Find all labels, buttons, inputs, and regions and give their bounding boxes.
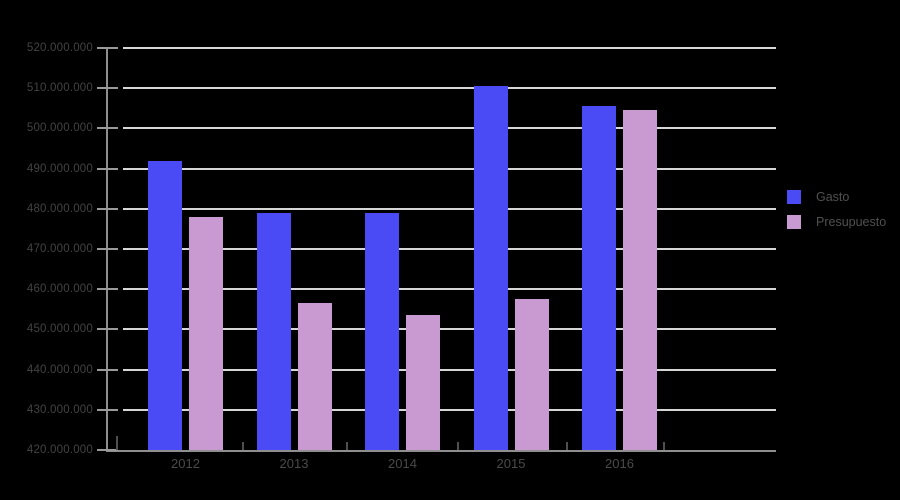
x-axis-category-label: 2013 [279, 456, 309, 471]
y-axis-tick-label: 460.000.000 [26, 283, 93, 296]
bar-gasto-2016[interactable] [582, 106, 616, 450]
x-axis-category-label: 2015 [496, 456, 526, 471]
gridline [123, 368, 776, 371]
bar-presupuesto-2015[interactable] [514, 299, 549, 450]
y-axis-tick-label: 470.000.000 [26, 243, 93, 255]
x-axis-category-label: 2012 [171, 456, 200, 471]
y-axis-tick [97, 87, 118, 90]
bar-presupuesto-2012[interactable] [189, 216, 223, 450]
x-axis-tick [457, 442, 459, 450]
y-axis-tick-label: 480.000.000 [26, 202, 93, 215]
legend-label: Gasto [816, 190, 850, 204]
x-axis-tick [566, 442, 568, 450]
y-axis-tick-label: 490.000.000 [26, 162, 93, 175]
x-axis-tick [663, 442, 665, 450]
legend-swatch-icon [787, 190, 801, 204]
y-axis-tick-label: 510.000.000 [26, 82, 93, 95]
x-axis-tick [242, 442, 244, 450]
y-axis-tick [97, 449, 118, 451]
x-axis-category-label: 2014 [388, 456, 417, 471]
gridline [123, 167, 776, 170]
x-axis-category-label: 2016 [605, 456, 634, 471]
legend-item-presupuesto[interactable]: Presupuesto [787, 215, 886, 229]
y-axis-tick [97, 368, 118, 371]
y-axis-tick-label: 500.000.000 [26, 122, 93, 135]
gridline [123, 47, 776, 49]
y-axis-tick [97, 248, 118, 250]
bar-presupuesto-2014[interactable] [406, 315, 440, 450]
bar-presupuesto-2016[interactable] [623, 110, 657, 450]
legend: Gasto Presupuesto [787, 190, 886, 240]
y-axis-tick [97, 47, 118, 49]
plot-area [97, 47, 776, 452]
y-axis-tick [97, 328, 118, 331]
gridline [123, 408, 776, 411]
y-axis-tick [97, 127, 118, 130]
bar-gasto-2013[interactable] [256, 212, 291, 450]
legend-label: Presupuesto [816, 215, 887, 229]
x-axis-labels: 2012 2013 2014 2015 2016 [108, 456, 776, 478]
y-axis-tick-label: 450.000.000 [26, 323, 93, 336]
x-axis-tick [346, 442, 348, 450]
bar-gasto-2012[interactable] [148, 160, 182, 450]
y-axis-tick [97, 288, 118, 291]
y-axis-tick-label: 430.000.000 [26, 403, 93, 416]
bar-gasto-2014[interactable] [365, 212, 399, 450]
y-axis-tick-label: 520.000.000 [26, 42, 93, 54]
bar-gasto-2015[interactable] [473, 86, 508, 450]
gridline [123, 288, 776, 291]
gridline [123, 248, 776, 250]
x-axis-tick [116, 436, 118, 450]
y-axis-tick-label: 440.000.000 [26, 363, 93, 376]
y-axis-tick [97, 207, 118, 210]
y-axis-tick-label: 420.000.000 [26, 444, 93, 456]
y-axis-line [106, 48, 108, 452]
y-axis-labels: 420.000.000 430.000.000 440.000.000 450.000… [0, 42, 94, 456]
gridline [123, 328, 776, 331]
legend-item-gasto[interactable]: Gasto [787, 190, 886, 204]
x-axis-line [106, 450, 776, 452]
y-axis-tick [97, 408, 118, 411]
bar-presupuesto-2013[interactable] [297, 303, 332, 450]
gridline [123, 87, 776, 90]
gridline [123, 127, 776, 130]
gridline [123, 207, 776, 210]
legend-swatch-icon [787, 215, 801, 229]
y-axis-tick [97, 167, 118, 170]
